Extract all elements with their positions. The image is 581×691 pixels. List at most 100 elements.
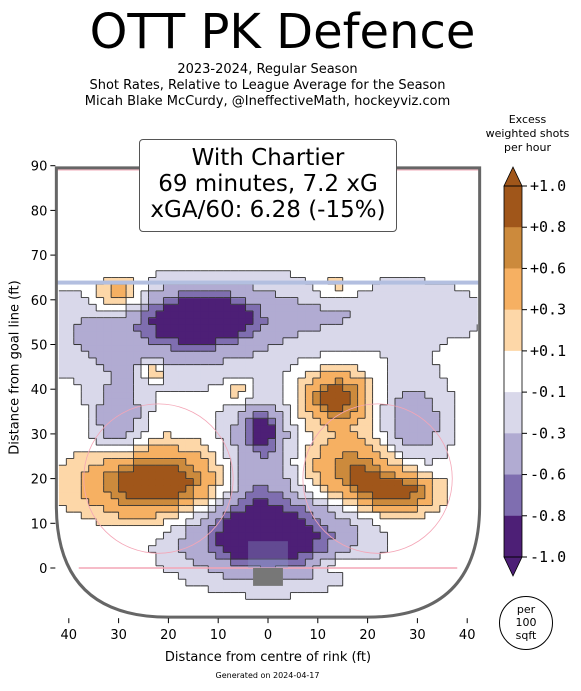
heat-cell: [282, 310, 292, 319]
heat-cell: [215, 512, 224, 520]
heat-cell: [193, 371, 202, 379]
heat-cell: [193, 518, 202, 527]
heat-cell: [163, 304, 172, 312]
heat-cell: [260, 592, 269, 600]
heat-cell: [126, 498, 135, 507]
heat-cell: [223, 404, 232, 413]
heat-cell: [88, 418, 97, 426]
heat-cell: [253, 398, 262, 406]
heat-cell: [133, 445, 142, 453]
heat-cell: [350, 324, 359, 332]
heat-cell: [88, 498, 97, 507]
heat-cell: [215, 471, 224, 480]
heat-cell: [96, 344, 105, 352]
heat-cell: [342, 411, 351, 419]
heat-cell: [81, 297, 90, 305]
colorbar-segment: [504, 515, 522, 558]
heat-cell: [409, 364, 418, 372]
heat-cell: [253, 310, 262, 319]
heat-cell: [96, 324, 105, 332]
heat-cell: [253, 364, 262, 372]
heat-cell: [230, 384, 239, 393]
heat-cell: [193, 565, 202, 574]
heat-cell: [417, 317, 426, 325]
heat-cell: [200, 331, 209, 339]
heat-cell: [245, 371, 254, 379]
heat-cell: [163, 478, 172, 486]
heat-cell: [96, 290, 105, 299]
heat-cell: [372, 545, 381, 553]
heat-cell: [223, 492, 232, 500]
heat-cell: [58, 465, 67, 473]
heat-cell: [268, 297, 277, 305]
heat-cell: [118, 518, 127, 527]
heat-cell: [439, 451, 448, 460]
heat-cell: [148, 505, 157, 513]
heat-cell: [170, 324, 179, 332]
heat-cell: [200, 378, 209, 386]
heat-cell: [327, 384, 336, 393]
heat-cell: [305, 378, 314, 386]
heat-cell: [96, 317, 105, 325]
heat-cell: [327, 445, 336, 453]
heat-cell: [185, 438, 194, 446]
heat-cell: [335, 384, 344, 393]
heat-cell: [357, 398, 366, 406]
heat-cell: [335, 512, 344, 520]
heat-cell: [230, 545, 239, 553]
heat-cell: [365, 290, 374, 299]
heat-cell: [170, 270, 179, 279]
y-tick-label: 60: [31, 294, 48, 309]
heat-cell: [469, 297, 478, 305]
heat-cell: [245, 458, 254, 466]
heat-cell: [417, 371, 426, 379]
heat-cell: [200, 565, 209, 574]
heat-cell: [432, 438, 441, 446]
heat-cell: [312, 351, 321, 359]
heat-cell: [185, 451, 194, 460]
heat-cell: [357, 478, 366, 486]
heat-cell: [297, 485, 306, 493]
heat-cell: [118, 451, 127, 460]
heat-cell: [342, 324, 351, 332]
heat-cell: [148, 451, 157, 460]
heat-cell: [268, 411, 277, 419]
heat-cell: [275, 458, 284, 466]
heat-cell: [96, 471, 105, 480]
heat-cell: [148, 290, 157, 299]
heat-cell: [81, 384, 90, 393]
heat-cell: [223, 431, 232, 439]
heat-cell: [409, 465, 418, 473]
heat-cell: [290, 478, 299, 486]
heat-cell: [73, 492, 82, 500]
heat-cell: [417, 438, 426, 446]
heat-cell: [327, 559, 336, 567]
heat-cell: [409, 505, 418, 513]
colorbar-segment: [504, 309, 522, 352]
heat-cell: [275, 525, 284, 533]
heat-cell: [402, 284, 411, 292]
heat-cell: [268, 284, 277, 292]
heat-cell: [88, 485, 97, 493]
heat-cell: [380, 411, 389, 419]
heat-cell: [185, 518, 194, 527]
heat-cell: [208, 465, 217, 473]
heat-cell: [230, 552, 239, 560]
heat-cell: [365, 492, 374, 500]
heat-cell: [447, 404, 456, 413]
heat-cell: [215, 532, 224, 540]
heat-cell: [88, 505, 97, 513]
heat-cell: [178, 331, 187, 339]
heat-cell: [350, 465, 359, 473]
heat-cell: [81, 391, 90, 399]
heat-cell: [417, 378, 426, 386]
heat-cell: [387, 492, 396, 500]
heat-cell: [81, 505, 90, 513]
heat-cell: [200, 270, 209, 279]
heat-cell: [282, 404, 292, 413]
heat-cell: [290, 525, 299, 533]
heat-cell: [387, 364, 396, 372]
heat-cell: [380, 538, 389, 547]
heat-cell: [141, 391, 150, 399]
